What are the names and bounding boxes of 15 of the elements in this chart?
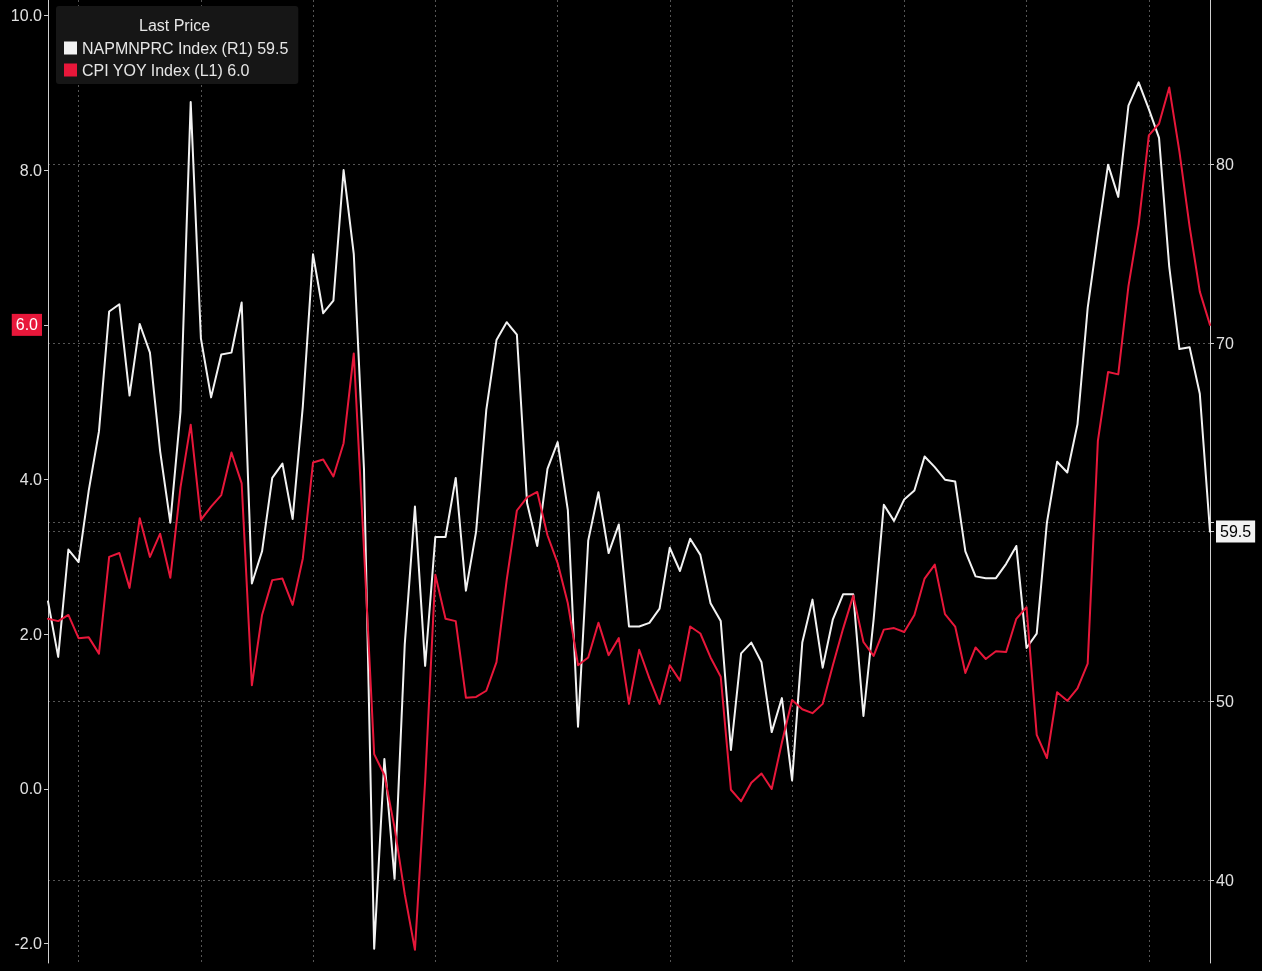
legend-label: NAPMNPRC Index (R1) 59.5: [82, 39, 289, 57]
y-tick-label: 4.0: [19, 471, 43, 489]
legend-title: Last Price: [139, 16, 211, 34]
y-tick-label: 10.0: [10, 6, 43, 24]
y2-tick-label: 80: [1216, 156, 1234, 174]
y-tick-label: 6.0: [15, 316, 39, 334]
y2-tick-label: 59.5: [1220, 523, 1252, 541]
y2-tick-label: 40: [1216, 872, 1234, 890]
y-tick-label: -2.0: [14, 935, 43, 953]
y2-tick-label: 50: [1216, 693, 1234, 711]
y-tick-label: 0.0: [19, 780, 43, 798]
y-tick-label: 8.0: [19, 161, 43, 179]
legend-label: CPI YOY Index (L1) 6.0: [82, 61, 250, 79]
y-tick-label: 2.0: [19, 625, 43, 643]
y2-tick-label: 70: [1216, 335, 1234, 353]
